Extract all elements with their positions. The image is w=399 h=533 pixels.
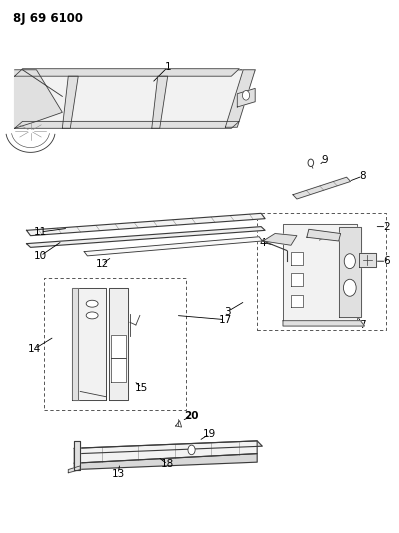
Circle shape (344, 254, 356, 269)
Polygon shape (15, 122, 239, 128)
Polygon shape (74, 441, 80, 470)
Text: 16: 16 (111, 358, 124, 368)
Polygon shape (15, 69, 239, 76)
Text: 12: 12 (95, 259, 109, 269)
Text: 17: 17 (219, 314, 232, 325)
Circle shape (344, 279, 356, 296)
Text: 8J 69 6100: 8J 69 6100 (13, 12, 83, 26)
Polygon shape (359, 253, 376, 266)
Text: 7: 7 (359, 320, 366, 330)
Polygon shape (15, 70, 62, 128)
Text: 19: 19 (203, 429, 216, 439)
Polygon shape (237, 88, 255, 107)
Polygon shape (74, 441, 257, 463)
Polygon shape (74, 441, 262, 454)
Polygon shape (225, 70, 255, 127)
Polygon shape (62, 76, 78, 128)
Text: 6: 6 (383, 256, 390, 266)
Text: 1: 1 (164, 62, 171, 72)
Polygon shape (111, 359, 126, 382)
Text: 9: 9 (322, 155, 328, 165)
Text: 14: 14 (28, 344, 41, 354)
Text: 13: 13 (111, 469, 124, 479)
Text: 2: 2 (383, 222, 390, 232)
Polygon shape (293, 177, 351, 199)
Polygon shape (27, 227, 265, 247)
Polygon shape (109, 288, 128, 400)
Polygon shape (78, 288, 106, 400)
Text: 15: 15 (135, 383, 148, 393)
Text: 10: 10 (34, 251, 47, 261)
Polygon shape (72, 288, 78, 400)
Polygon shape (152, 76, 168, 128)
Text: 4: 4 (260, 238, 267, 247)
Text: 3: 3 (224, 306, 231, 317)
Circle shape (308, 159, 314, 166)
Polygon shape (291, 273, 303, 286)
Polygon shape (68, 466, 80, 473)
Polygon shape (339, 227, 361, 317)
Polygon shape (84, 237, 262, 256)
Ellipse shape (86, 312, 98, 319)
Polygon shape (74, 454, 257, 470)
Polygon shape (307, 229, 341, 241)
Ellipse shape (86, 300, 98, 307)
Polygon shape (27, 213, 265, 236)
Polygon shape (291, 252, 303, 265)
Circle shape (188, 445, 195, 455)
Polygon shape (291, 295, 303, 308)
Circle shape (243, 91, 250, 100)
Polygon shape (283, 321, 365, 326)
Text: 18: 18 (161, 459, 174, 469)
Polygon shape (111, 335, 126, 358)
Text: 20: 20 (184, 411, 199, 422)
Text: 5: 5 (324, 232, 330, 243)
Polygon shape (15, 70, 255, 128)
Polygon shape (263, 233, 297, 245)
Text: 11: 11 (34, 227, 47, 237)
Polygon shape (283, 224, 357, 321)
Text: 8: 8 (359, 171, 366, 181)
